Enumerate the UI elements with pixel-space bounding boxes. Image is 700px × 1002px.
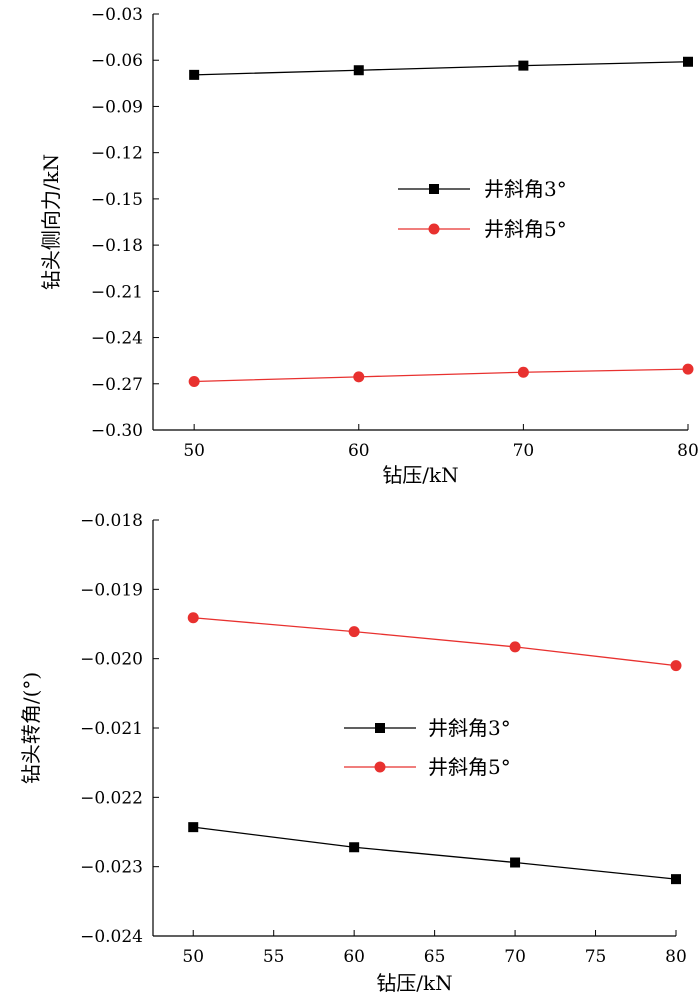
y-tick-label: −0.022 bbox=[80, 788, 143, 808]
series-line bbox=[194, 61, 689, 76]
legend-entry: 井斜角3° bbox=[344, 716, 511, 740]
y-axis-label: 钻头转角/(°) bbox=[19, 672, 43, 784]
x-tick-label: 75 bbox=[585, 947, 607, 967]
y-tick-label: −0.21 bbox=[91, 282, 143, 302]
x-tick-label: 50 bbox=[183, 441, 205, 461]
data-point bbox=[518, 60, 529, 71]
chart-1: −0.03 −0.06 −0.09 −0.12 −0.15 −0.18 −0.21 −0.24… bbox=[39, 5, 699, 487]
legend-marker bbox=[428, 223, 440, 235]
x-axis-label: 钻压/kN bbox=[382, 463, 458, 487]
x-tick-label: 70 bbox=[513, 441, 535, 461]
data-point bbox=[670, 660, 682, 672]
x-tick-label: 55 bbox=[263, 947, 285, 967]
data-point bbox=[509, 641, 521, 653]
legend-entry: 井斜角5° bbox=[344, 755, 511, 779]
y-tick-label: −0.15 bbox=[91, 190, 143, 210]
y-tick-label: −0.021 bbox=[80, 719, 143, 739]
chart-2: −0.018 −0.019 −0.020 −0.021 −0.022 −0.023 −0.0… bbox=[19, 511, 687, 995]
x-tick-label: 80 bbox=[665, 947, 687, 967]
legend-marker bbox=[375, 723, 385, 733]
data-point bbox=[187, 612, 199, 624]
y-tick-label: −0.018 bbox=[80, 511, 143, 531]
legend-label: 井斜角3° bbox=[428, 716, 511, 740]
x-tick-label: 60 bbox=[343, 947, 365, 967]
series-line bbox=[193, 617, 677, 667]
series-line bbox=[194, 368, 689, 383]
data-point bbox=[353, 371, 365, 383]
x-tick-label: 70 bbox=[504, 947, 526, 967]
y-tick-label: −0.09 bbox=[91, 97, 143, 117]
data-point bbox=[682, 363, 694, 375]
x-tick-label: 65 bbox=[424, 947, 446, 967]
legend-marker bbox=[374, 761, 386, 773]
y-tick-label: −0.023 bbox=[80, 858, 143, 878]
legend-label: 井斜角3° bbox=[484, 177, 567, 201]
series-1 bbox=[188, 822, 681, 885]
y-axis-label: 钻头侧向力/kN bbox=[39, 154, 63, 290]
y-tick-label: −0.019 bbox=[80, 580, 143, 600]
x-axis-label: 钻压/kN bbox=[376, 971, 452, 995]
series-1 bbox=[189, 56, 693, 80]
data-point bbox=[510, 857, 521, 868]
data-point bbox=[189, 69, 200, 80]
y-tick-label: −0.18 bbox=[91, 236, 143, 256]
data-point bbox=[349, 842, 360, 853]
series-2 bbox=[188, 363, 694, 387]
y-tick-label: −0.30 bbox=[91, 421, 143, 441]
data-point bbox=[188, 822, 199, 833]
legend-label: 井斜角5° bbox=[484, 217, 567, 241]
x-tick-label: 80 bbox=[677, 441, 699, 461]
data-point bbox=[348, 626, 360, 638]
legend-marker bbox=[429, 184, 439, 194]
data-point bbox=[683, 56, 693, 67]
y-tick-label: −0.27 bbox=[91, 375, 143, 395]
y-tick-label: −0.06 bbox=[91, 51, 143, 71]
y-tick-label: −0.024 bbox=[80, 927, 143, 947]
legend-entry: 井斜角3° bbox=[398, 177, 567, 201]
data-point bbox=[353, 65, 364, 76]
y-tick-label: −0.12 bbox=[91, 144, 143, 164]
data-point bbox=[671, 874, 681, 885]
data-point bbox=[188, 375, 200, 387]
y-tick-label: −0.020 bbox=[80, 650, 143, 670]
legend-entry: 井斜角5° bbox=[398, 217, 567, 241]
y-tick-label: −0.03 bbox=[91, 5, 143, 25]
data-point bbox=[517, 366, 529, 378]
series-2 bbox=[187, 612, 682, 672]
legend-label: 井斜角5° bbox=[428, 755, 511, 779]
y-tick-label: −0.24 bbox=[91, 329, 143, 349]
x-tick-label: 50 bbox=[182, 947, 204, 967]
series-line bbox=[193, 826, 677, 880]
x-tick-label: 60 bbox=[348, 441, 370, 461]
